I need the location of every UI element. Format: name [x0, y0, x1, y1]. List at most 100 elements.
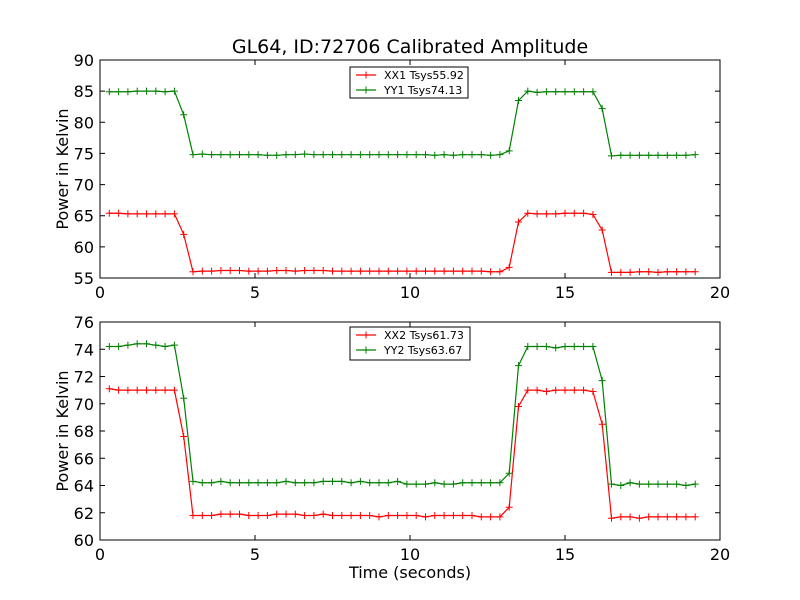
data-point	[635, 514, 643, 522]
legend: XX1 Tsys55.92 YY1 Tsys74.13	[349, 66, 469, 99]
data-point	[263, 511, 271, 519]
data-point	[468, 267, 476, 275]
data-point	[356, 151, 364, 159]
data-point	[589, 210, 597, 218]
data-point	[319, 510, 327, 518]
data-point	[412, 480, 420, 488]
data-point	[180, 111, 188, 119]
data-point	[422, 151, 429, 159]
data-point	[143, 87, 150, 95]
data-point	[570, 88, 578, 96]
data-point	[394, 477, 402, 485]
data-point	[356, 477, 364, 485]
data-point	[542, 343, 550, 351]
data-point	[115, 343, 123, 351]
data-point	[273, 151, 281, 159]
data-point	[496, 513, 504, 521]
data-point	[143, 386, 150, 394]
data-point	[161, 386, 169, 394]
data-point	[273, 479, 281, 487]
data-point	[198, 511, 206, 519]
data-point	[189, 268, 197, 276]
data-point	[236, 510, 243, 518]
legend-box	[349, 326, 471, 361]
x-tick-label: 20	[710, 545, 730, 564]
data-point	[635, 480, 643, 488]
data-point	[663, 513, 671, 521]
data-point	[254, 151, 262, 159]
data-point	[403, 267, 411, 275]
data-point	[673, 268, 681, 276]
data-point	[682, 151, 690, 159]
data-point	[301, 267, 309, 275]
data-point	[375, 479, 383, 487]
data-point	[580, 343, 588, 351]
y-tick-label: 55	[74, 269, 94, 288]
data-point	[645, 480, 653, 488]
data-point	[589, 88, 597, 96]
y-tick-label: 65	[74, 207, 94, 226]
data-point	[133, 210, 141, 218]
data-point	[301, 511, 309, 519]
data-point	[654, 513, 662, 521]
data-point	[496, 268, 504, 276]
data-point	[449, 267, 457, 275]
data-point	[468, 511, 476, 519]
data-point	[170, 87, 178, 95]
data-point	[366, 479, 374, 487]
x-tick-label: 10	[400, 545, 420, 564]
data-point	[412, 151, 420, 159]
data-point	[515, 96, 522, 104]
x-tick-label: 5	[250, 545, 260, 564]
data-point	[356, 267, 364, 275]
data-point	[561, 343, 569, 351]
data-point	[663, 480, 671, 488]
y-tick-label: 70	[74, 176, 94, 195]
chart-title: GL64, ID:72706 Calibrated Amplitude	[232, 36, 588, 58]
data-point	[691, 480, 699, 488]
data-point	[105, 209, 113, 217]
data-point	[254, 267, 262, 275]
data-point	[626, 268, 634, 276]
data-point	[394, 511, 402, 519]
data-point	[263, 151, 271, 159]
data-point	[635, 151, 643, 159]
data-point	[282, 477, 290, 485]
data-point	[152, 386, 160, 394]
data-point	[682, 268, 690, 276]
data-point	[673, 480, 681, 488]
data-point	[645, 513, 653, 521]
data-point	[440, 511, 448, 519]
y-axis-label: Power in Kelvin	[53, 370, 72, 491]
top-plot: 0 5 10 15 20 55 60 65 70 75 80 85 90 Power in Kelvin X…	[53, 51, 730, 302]
data-point	[608, 480, 615, 488]
legend-label: YY2 Tsys63.67	[383, 344, 462, 357]
data-point	[161, 210, 169, 218]
data-point	[552, 88, 560, 96]
data-point	[505, 263, 513, 271]
data-point	[626, 479, 634, 487]
data-point	[505, 503, 513, 511]
data-point	[217, 151, 225, 159]
data-point	[310, 267, 318, 275]
data-point	[217, 267, 225, 275]
data-point	[626, 151, 634, 159]
data-point	[589, 343, 597, 351]
data-point	[291, 151, 299, 159]
data-point	[608, 268, 615, 276]
y-tick-label: 70	[74, 395, 94, 414]
data-point	[115, 209, 123, 217]
data-point	[496, 151, 504, 159]
data-point	[124, 88, 132, 96]
data-point	[263, 479, 271, 487]
data-point	[105, 343, 113, 351]
data-point	[515, 218, 522, 226]
data-point	[319, 151, 327, 159]
data-point	[515, 362, 522, 370]
data-point	[487, 479, 495, 487]
x-tick-label: 15	[555, 283, 575, 302]
data-point	[626, 513, 634, 521]
y-tick-label: 74	[74, 340, 94, 359]
data-point	[236, 267, 243, 275]
